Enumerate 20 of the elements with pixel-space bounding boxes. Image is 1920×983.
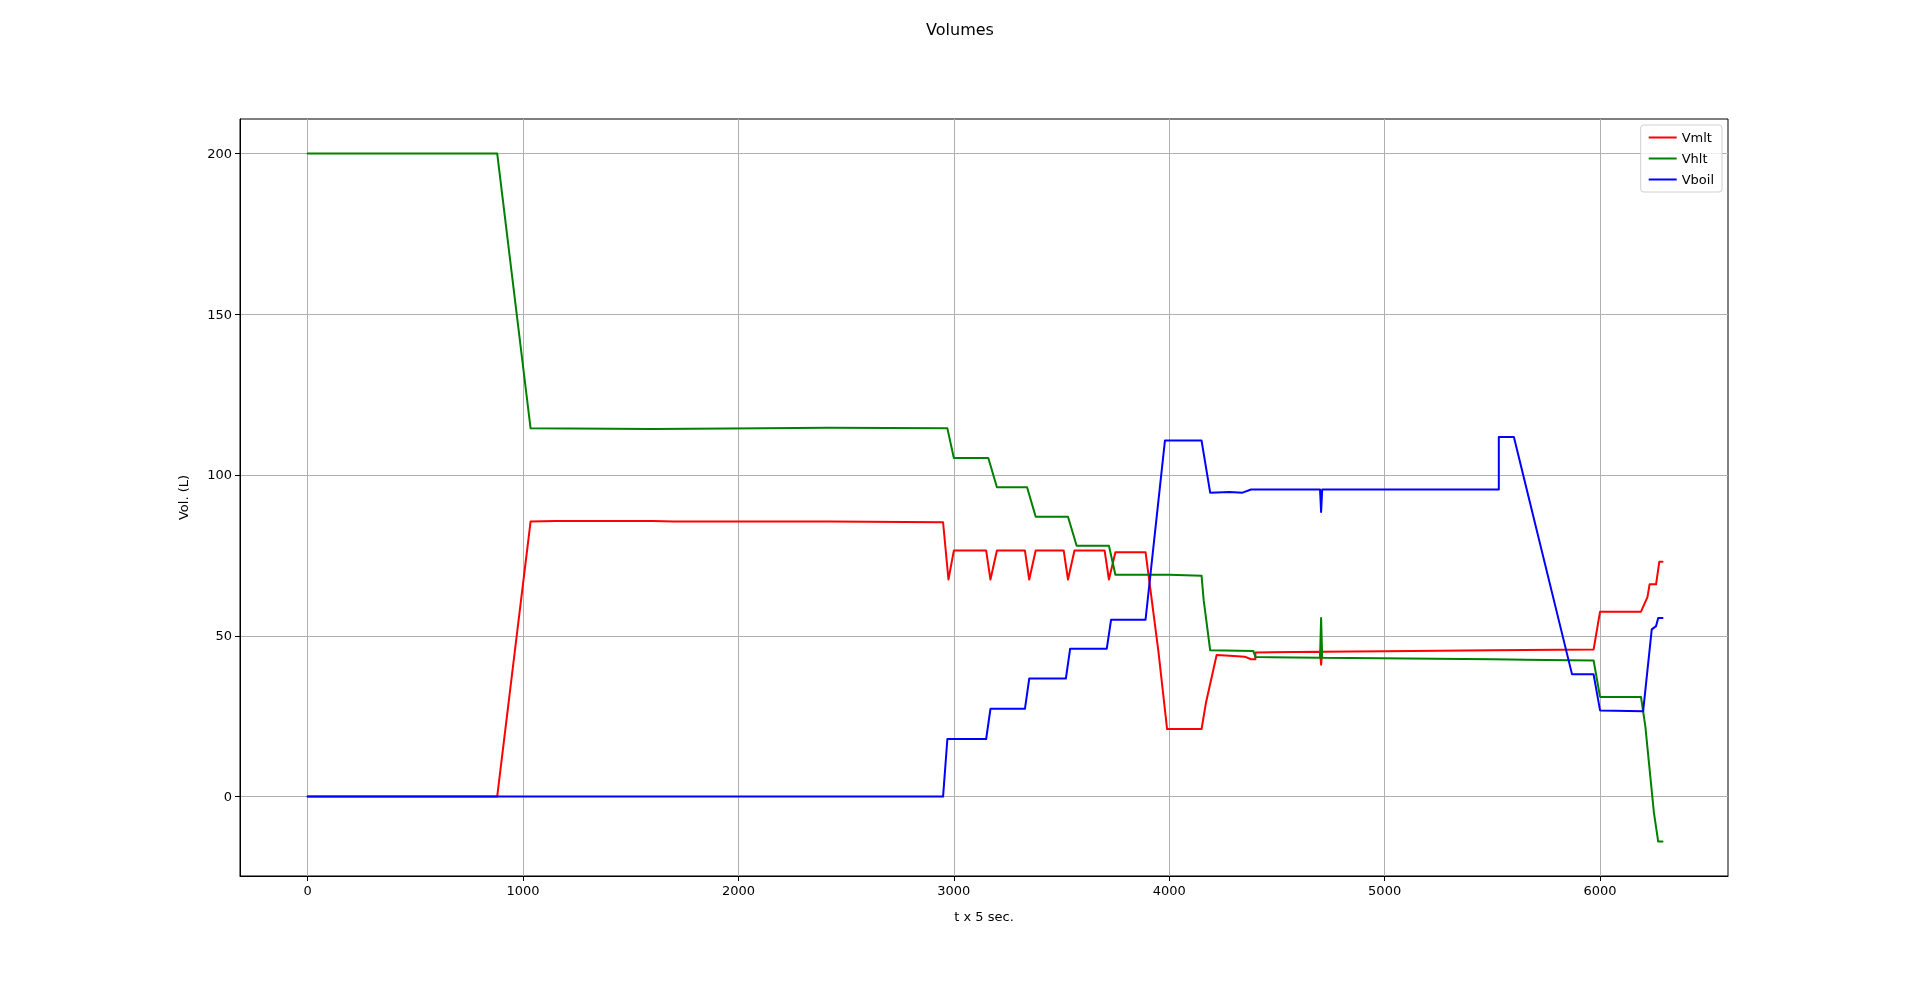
x-tick-label: 0 — [303, 883, 312, 898]
y-tick-label: 150 — [207, 306, 232, 322]
line-series — [306, 436, 1664, 798]
x-tick-label: 1000 — [506, 883, 540, 898]
y-tick-label: 200 — [207, 145, 232, 161]
y-tick-label: 100 — [207, 467, 232, 483]
x-axis-title: t x 5 sec. — [954, 909, 1014, 924]
x-tick-label: 4000 — [1152, 883, 1186, 898]
x-tick-label: 3000 — [937, 883, 971, 898]
x-tick-label: 2000 — [721, 883, 755, 898]
legend-label: Vmlt — [1681, 130, 1712, 145]
x-tick-label: 6000 — [1583, 883, 1617, 898]
chart-title: Volumes — [926, 19, 994, 39]
y-tick-label: 0 — [223, 789, 232, 805]
x-tick-label: 5000 — [1368, 883, 1402, 898]
legend-label: Vhlt — [1681, 151, 1708, 166]
line-series — [306, 152, 1664, 843]
y-axis-title: Vol. (L) — [176, 474, 191, 521]
y-tick-label: 50 — [215, 628, 232, 644]
legend-label: Vboil — [1681, 172, 1715, 187]
